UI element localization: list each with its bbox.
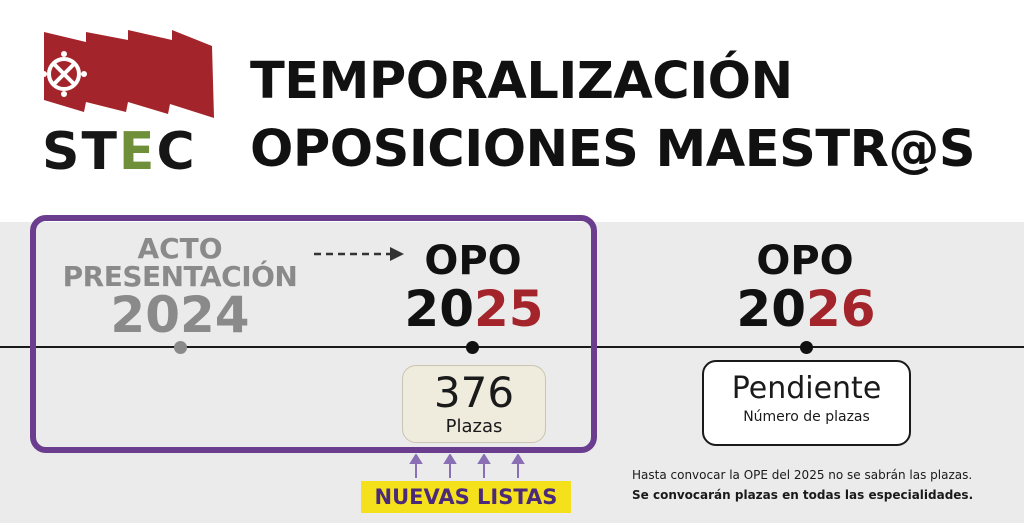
nuevas-listas-badge: NUEVAS LISTAS bbox=[361, 481, 571, 513]
pending-status: Pendiente bbox=[731, 371, 882, 406]
page-title-line1: TEMPORALIZACIÓN bbox=[250, 52, 793, 111]
opo-2025-label: OPO bbox=[424, 238, 522, 284]
dashed-arrow-icon bbox=[314, 247, 404, 261]
current-period-frame bbox=[30, 215, 597, 453]
timeline-dot-2024 bbox=[174, 341, 187, 354]
pending-box: Pendiente Número de plazas bbox=[702, 360, 911, 446]
acto-year: 2024 bbox=[110, 286, 250, 344]
opo-2026-label: OPO bbox=[756, 238, 854, 284]
plazas-count: 376 bbox=[433, 368, 515, 417]
plazas-box: 376 Plazas bbox=[402, 365, 546, 443]
timeline-line bbox=[0, 346, 1024, 348]
plazas-unit: Plazas bbox=[445, 416, 503, 437]
pending-subtitle: Número de plazas bbox=[743, 409, 870, 425]
note-line1: Hasta convocar la OPE del 2025 no se sab… bbox=[632, 468, 973, 482]
acto-label: ACTO bbox=[137, 232, 223, 265]
note-line2: Se convocarán plazas en todas las especi… bbox=[632, 488, 974, 502]
opo-2025-year: 2025 bbox=[404, 280, 544, 338]
timeline-dot-2026 bbox=[800, 341, 813, 354]
up-arrows-icon bbox=[409, 454, 525, 478]
brand-name: STEC bbox=[42, 122, 197, 182]
page-title-line2: OPOSICIONES MAESTR@S bbox=[250, 120, 976, 179]
opo-2026-year: 2026 bbox=[736, 280, 876, 338]
presentacion-label: PRESENTACIÓN bbox=[62, 260, 298, 293]
stec-flag-logo-icon bbox=[41, 30, 214, 118]
timeline-dot-2025 bbox=[466, 341, 479, 354]
